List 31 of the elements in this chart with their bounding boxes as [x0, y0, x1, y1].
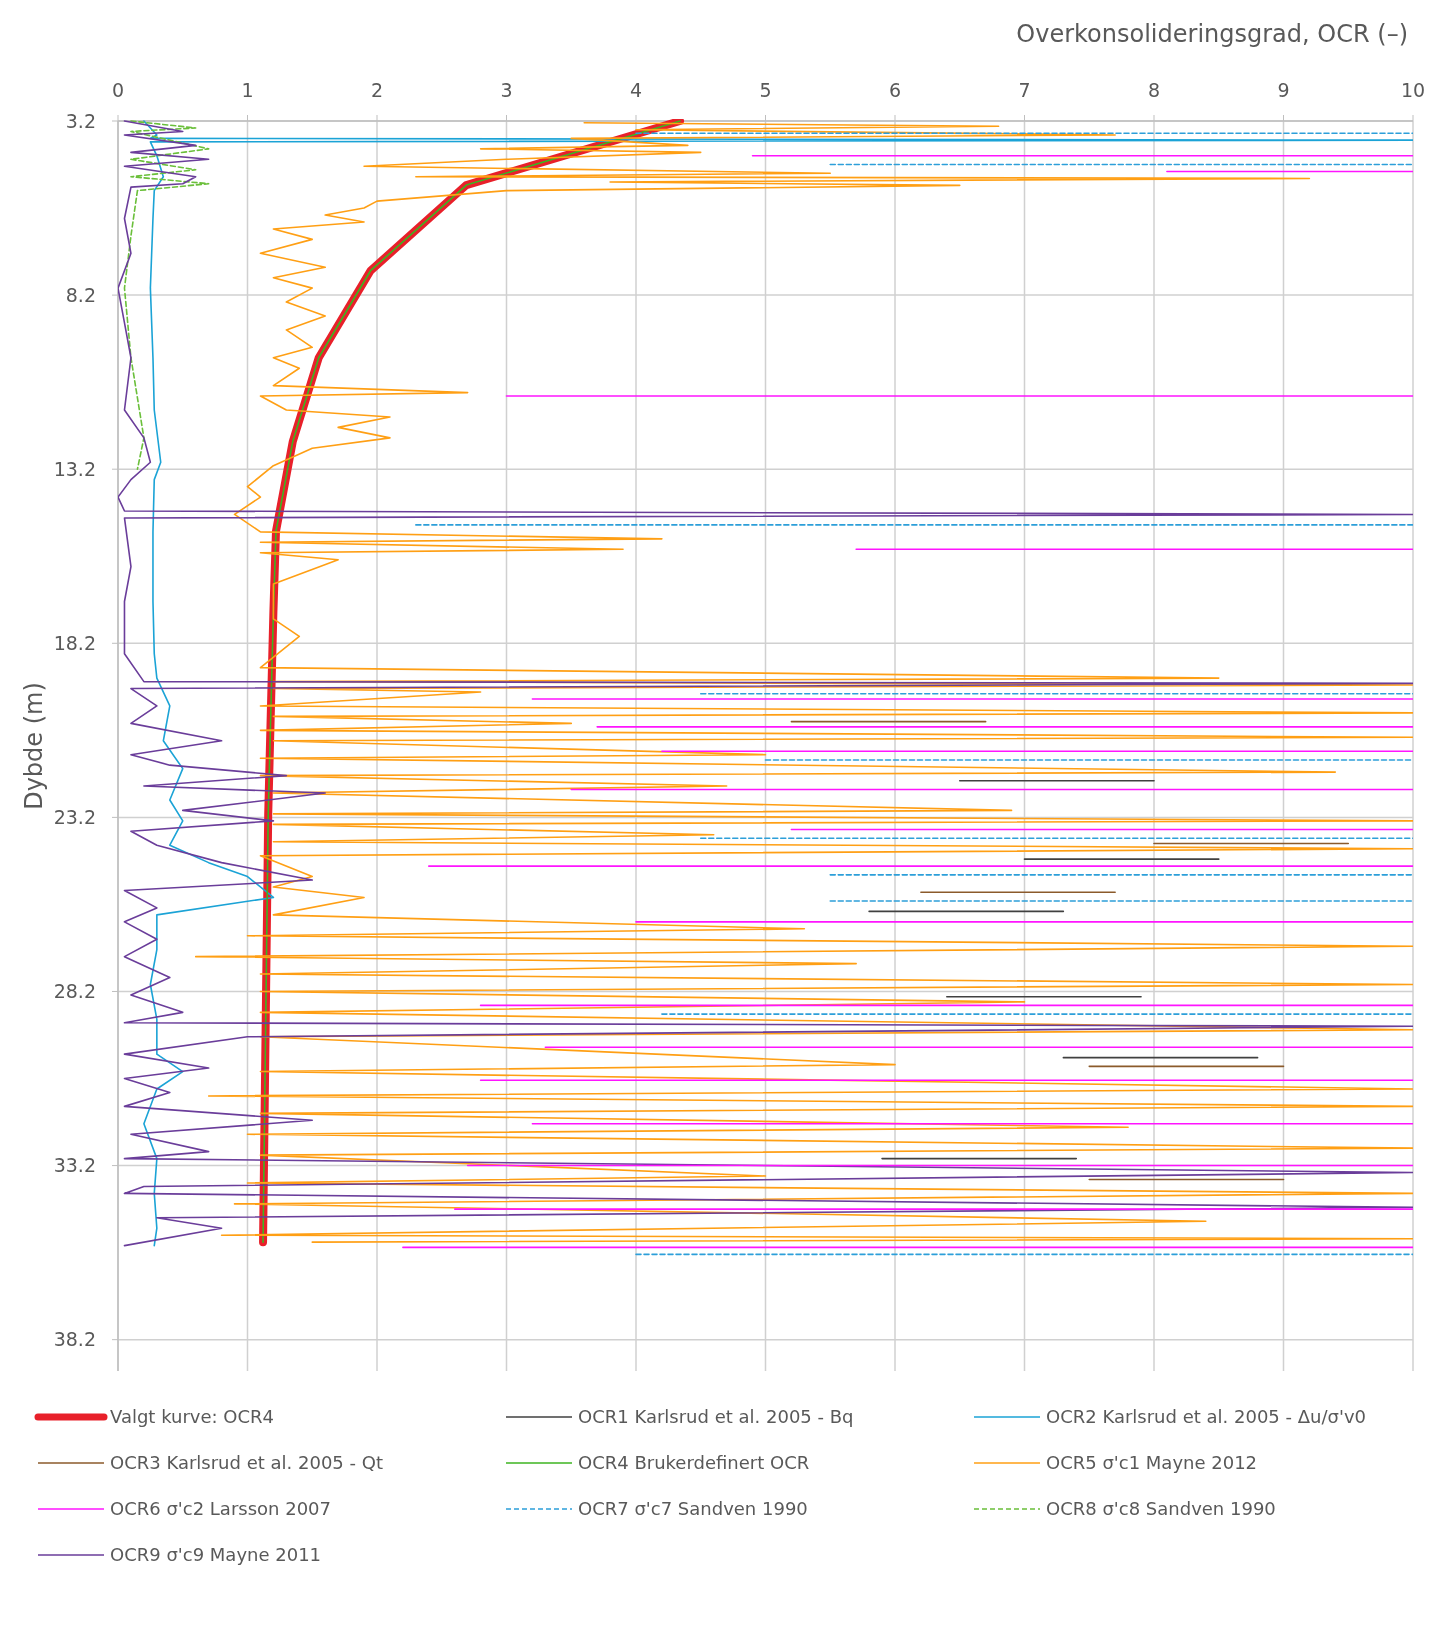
legend-label: OCR8 σ'c8 Sandven 1990: [1046, 1498, 1276, 1520]
x-tick-label: 6: [888, 79, 902, 101]
y-tick-label: 33.2: [53, 1154, 96, 1177]
legend-label: OCR3 Karlsrud et al. 2005 - Qt: [110, 1452, 383, 1474]
y-tick-label: 3.2: [65, 109, 96, 132]
x-tick-label: 0: [111, 79, 125, 101]
x-tick-label: 10: [1400, 79, 1426, 101]
y-tick-label: 38.2: [53, 1328, 96, 1351]
x-tick-label: 9: [1277, 79, 1290, 101]
x-tick-label: 7: [1018, 79, 1031, 101]
y-tick-label: 23.2: [53, 806, 96, 829]
legend-label: OCR1 Karlsrud et al. 2005 - Bq: [578, 1406, 854, 1428]
y-tick-label: 28.2: [53, 980, 96, 1003]
legend-label: OCR9 σ'c9 Mayne 2011: [110, 1544, 322, 1566]
legend-label: OCR2 Karlsrud et al. 2005 - Δu/σ'v0: [1046, 1406, 1366, 1428]
legend-label: OCR4 Brukerdefinert OCR: [578, 1452, 810, 1474]
x-tick-label: 5: [759, 79, 772, 101]
y-tick-label: 18.2: [53, 631, 96, 654]
x-tick-label: 3: [500, 79, 513, 101]
legend-label: Valgt kurve: OCR4: [110, 1406, 275, 1428]
x-tick-label: 4: [629, 79, 643, 101]
x-tick-label: 2: [370, 79, 384, 101]
y-tick-label: 8.2: [65, 283, 96, 306]
legend-label: OCR7 σ'c7 Sandven 1990: [578, 1498, 808, 1520]
x-tick-label: 8: [1147, 79, 1161, 101]
x-tick-label: 1: [241, 79, 254, 101]
legend-label: OCR6 σ'c2 Larsson 2007: [110, 1498, 332, 1520]
y-axis-title: Dybde (m): [20, 682, 48, 810]
x-axis-title: Overkonsolideringsgrad, OCR (–): [1016, 20, 1408, 48]
y-tick-label: 13.2: [53, 457, 96, 480]
legend-label: OCR5 σ'c1 Mayne 2012: [1046, 1452, 1258, 1474]
